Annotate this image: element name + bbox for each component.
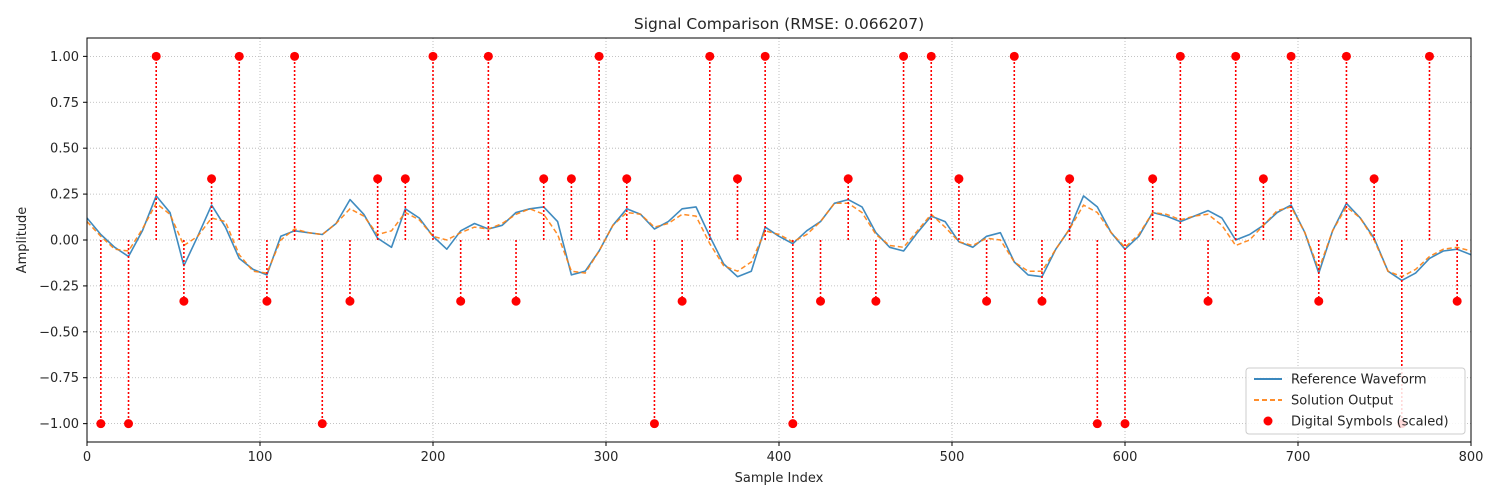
symbol-point [788, 419, 798, 429]
legend-box [1245, 367, 1466, 435]
symbol-point [760, 51, 770, 61]
symbol-point [511, 296, 521, 306]
symbol-point [622, 174, 632, 184]
symbol-point [1092, 419, 1102, 429]
symbol-point [124, 419, 134, 429]
y-tick-label: 1.00 [50, 50, 79, 65]
x-tick-label: 800 [1459, 450, 1484, 465]
symbol-point [871, 296, 881, 306]
symbol-point [1452, 296, 1462, 306]
symbol-point [594, 51, 604, 61]
symbol-point [1009, 51, 1019, 61]
symbol-point [1369, 174, 1379, 184]
symbol-point [705, 51, 715, 61]
symbol-point [262, 296, 272, 306]
symbol-point [1258, 174, 1268, 184]
symbol-point [1037, 296, 1047, 306]
symbol-point [179, 296, 189, 306]
symbol-point [317, 419, 327, 429]
x-tick-label: 200 [421, 450, 446, 465]
symbol-point [1065, 174, 1075, 184]
symbol-point [1424, 51, 1434, 61]
symbol-point [234, 51, 244, 61]
x-tick-label: 300 [594, 450, 619, 465]
symbol-point [373, 174, 383, 184]
symbol-point [566, 174, 576, 184]
symbol-point [677, 296, 687, 306]
symbol-point [290, 51, 300, 61]
symbol-point [345, 296, 355, 306]
symbol-point [151, 51, 161, 61]
legend-swatch-symbols [1263, 416, 1273, 426]
symbol-point [96, 419, 106, 429]
symbol-point [732, 174, 742, 184]
y-tick-label: −0.50 [39, 325, 79, 340]
symbol-point [483, 51, 493, 61]
symbol-point [954, 174, 964, 184]
y-tick-label: −0.25 [39, 279, 79, 294]
symbol-point [428, 51, 438, 61]
symbol-point [816, 296, 826, 306]
symbol-point [899, 51, 909, 61]
symbol-point [400, 174, 410, 184]
legend-entry-reference: Reference Waveform [1291, 373, 1427, 388]
series-solution-output [86, 202, 1472, 278]
legend: Reference Waveform Solution Output Digit… [1245, 367, 1466, 435]
y-tick-label: −1.00 [39, 417, 79, 432]
symbol-point [1148, 174, 1158, 184]
x-tick-label: 500 [940, 450, 965, 465]
symbol-point [207, 174, 217, 184]
symbol-point [1120, 419, 1130, 429]
symbol-point [539, 174, 549, 184]
y-tick-label: 0.25 [50, 188, 79, 203]
legend-entry-solution: Solution Output [1291, 394, 1393, 409]
x-tick-label: 0 [83, 450, 91, 465]
symbol-point [1231, 51, 1241, 61]
y-tick-label: 0.50 [50, 142, 79, 157]
x-tick-label: 600 [1113, 450, 1138, 465]
x-tick-label: 100 [248, 450, 273, 465]
symbol-point [649, 419, 659, 429]
symbol-point [982, 296, 992, 306]
y-tick-label: 0.00 [50, 234, 79, 249]
y-axis-label: Amplitude [15, 207, 30, 274]
chart-title: Signal Comparison (RMSE: 0.066207) [634, 15, 924, 33]
y-tick-label: 0.75 [50, 96, 79, 111]
symbol-point [843, 174, 853, 184]
symbol-point [1286, 51, 1296, 61]
symbol-point [456, 296, 466, 306]
plot-layer [86, 51, 1472, 429]
x-axis-label: Sample Index [735, 471, 824, 486]
symbol-point [1203, 296, 1213, 306]
x-tick-label: 400 [767, 450, 792, 465]
tick-layer: 0 100 200 300 400 500 600 700 800 −1.00 −0.75 −0.50… [39, 50, 1483, 465]
y-tick-label: −0.75 [39, 371, 79, 386]
symbol-point [1175, 51, 1185, 61]
symbol-point [1314, 296, 1324, 306]
legend-entry-symbols: Digital Symbols (scaled) [1291, 415, 1449, 430]
x-tick-label: 700 [1286, 450, 1311, 465]
symbol-point [1341, 51, 1351, 61]
symbol-point [926, 51, 936, 61]
